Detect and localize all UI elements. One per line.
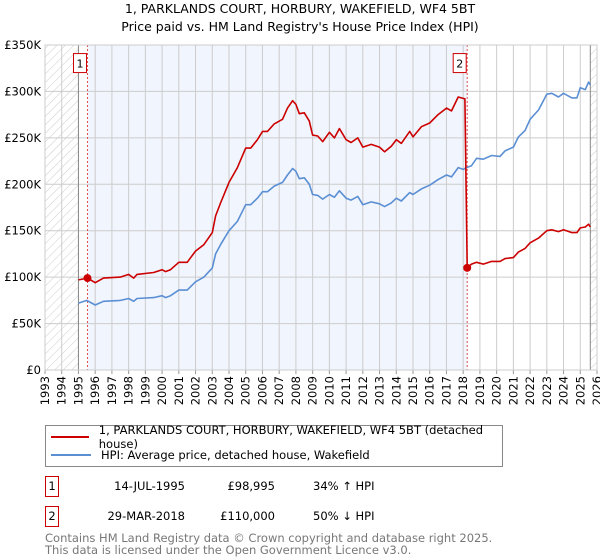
- y-tick-label: £250K: [4, 131, 41, 145]
- legend-swatch: [51, 454, 91, 456]
- y-tick-label: £200K: [4, 177, 41, 191]
- x-tick-label: 2022: [523, 376, 537, 405]
- x-tick-label: 2023: [540, 376, 554, 405]
- x-tick-label: 2012: [356, 376, 370, 405]
- x-tick-label: 2024: [557, 376, 571, 405]
- hpi-line: [78, 81, 591, 306]
- y-tick-label: £100K: [4, 270, 41, 284]
- x-tick-label: 1995: [71, 376, 85, 405]
- x-tick-label: 2016: [423, 376, 437, 405]
- x-tick-label: 2007: [272, 376, 286, 405]
- x-tick-label: 2014: [389, 376, 403, 405]
- sale-label: 2: [456, 58, 463, 71]
- x-tick-label: 2006: [255, 376, 269, 405]
- sale-point-1: [83, 274, 92, 283]
- sale-hpi-diff: 34% ↑ HPI: [313, 479, 375, 493]
- x-tick-label: 2002: [189, 376, 203, 405]
- sale-row: 1 14-JUL-1995 £98,995 34% ↑ HPI: [45, 476, 565, 498]
- legend-label: 1, PARKLANDS COURT, HORBURY, WAKEFIELD, …: [98, 423, 484, 451]
- x-tick-label: 2011: [339, 376, 353, 405]
- x-tick-label: 2021: [506, 376, 520, 405]
- x-tick-label: 2001: [172, 376, 186, 405]
- sale-price: £98,995: [227, 479, 275, 493]
- sale-point-2: [463, 263, 472, 272]
- x-tick-label: 1994: [55, 376, 69, 405]
- x-tick-label: 2025: [573, 376, 587, 405]
- legend-label: HPI: Average price, detached house, Wake…: [101, 448, 370, 462]
- x-tick-label: 2019: [473, 376, 487, 405]
- chart-subtitle: Price paid vs. HM Land Registry's House …: [121, 19, 479, 34]
- plot-border: [44, 44, 598, 371]
- legend: 1, PARKLANDS COURT, HORBURY, WAKEFIELD, …: [45, 423, 503, 467]
- x-tick-label: 2018: [456, 376, 470, 405]
- sale-number-badge: 2: [45, 506, 59, 527]
- x-tick-label: 2015: [406, 376, 420, 405]
- x-tick-label: 2005: [239, 376, 253, 405]
- sale-hpi-diff: 50% ↓ HPI: [313, 509, 375, 523]
- footer-copyright: Contains HM Land Registry data © Crown c…: [45, 531, 493, 545]
- legend-item-property: 1, PARKLANDS COURT, HORBURY, WAKEFIELD, …: [51, 423, 502, 451]
- x-tick-label: 1999: [138, 376, 152, 405]
- footer-licence: This data is licensed under the Open Gov…: [45, 543, 412, 557]
- x-tick-label: 1993: [38, 376, 52, 405]
- ownership-shading: [87, 45, 468, 370]
- legend-swatch: [51, 436, 89, 438]
- x-tick-label: 1998: [122, 376, 136, 405]
- sale-label-box: [452, 53, 467, 74]
- sale-number-badge: 1: [45, 476, 59, 497]
- sale-row: 2 29-MAR-2018 £110,000 50% ↓ HPI: [45, 506, 565, 528]
- x-tick-label: 2008: [289, 376, 303, 405]
- x-tick-label: 2010: [322, 376, 336, 405]
- property-price-line: [78, 96, 591, 284]
- y-tick-label: £0: [26, 363, 41, 377]
- x-tick-label: 2020: [490, 376, 504, 405]
- hatched-region-after: [590, 45, 597, 370]
- x-tick-label: 2026: [590, 376, 600, 405]
- y-tick-label: £350K: [4, 38, 41, 52]
- x-tick-label: 1997: [105, 376, 119, 405]
- price-chart: 1993 1994 1995 1996 1997 1998 1999 2000 2001 2002…: [4, 38, 600, 405]
- sale-label-box: [72, 53, 87, 74]
- x-tick-label: 2013: [373, 376, 387, 405]
- x-tick-label: 1996: [88, 376, 102, 405]
- x-tick-label: 2009: [306, 376, 320, 405]
- legend-item-hpi: HPI: Average price, detached house, Wake…: [51, 447, 370, 463]
- y-tick-label: £300K: [4, 84, 41, 98]
- x-tick-label: 2003: [205, 376, 219, 405]
- x-tick-label: 2000: [155, 376, 169, 405]
- y-tick-label: £150K: [4, 224, 41, 238]
- chart-title: 1, PARKLANDS COURT, HORBURY, WAKEFIELD, …: [124, 1, 476, 16]
- sale-date: 14-JUL-1995: [114, 479, 185, 493]
- sale-label: 1: [76, 58, 83, 71]
- sale-date: 29-MAR-2018: [107, 509, 185, 523]
- sale-price: £110,000: [220, 509, 275, 523]
- y-tick-label: £50K: [12, 317, 42, 331]
- x-tick-label: 2017: [439, 376, 453, 405]
- x-tick-label: 2004: [222, 376, 236, 405]
